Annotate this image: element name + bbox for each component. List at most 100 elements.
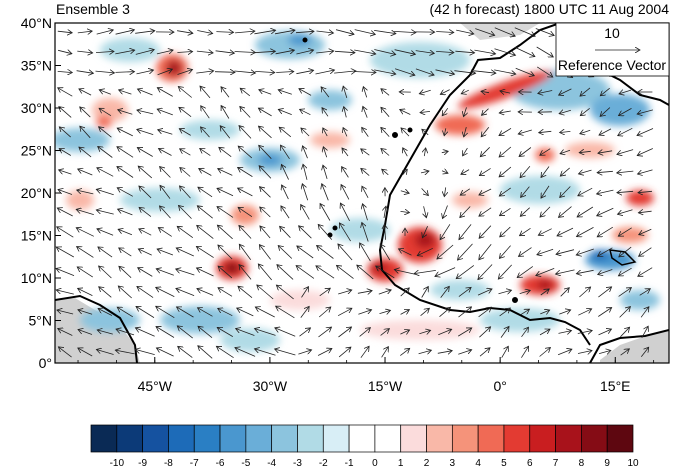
wind-vector (456, 265, 475, 278)
wind-vector (403, 169, 408, 174)
wind-vector (438, 329, 451, 336)
wind-vector (341, 185, 350, 200)
wind-vector (538, 91, 553, 94)
wind-vector (78, 348, 93, 357)
wind-vector (255, 71, 275, 72)
wind-vector (176, 269, 195, 276)
wind-vector (460, 206, 471, 218)
wind-vector (494, 48, 516, 56)
wind-vector (458, 350, 471, 355)
wind-vector (234, 71, 256, 73)
wind-vector (255, 329, 276, 336)
wind-vector (439, 307, 451, 318)
wind-vector (281, 206, 290, 219)
wind-vector (320, 204, 331, 221)
wind-vector (78, 288, 93, 296)
wind-vector (421, 188, 429, 195)
wind-vector (259, 245, 271, 260)
wind-vector (344, 107, 347, 118)
lat-tick-label: 20°N (21, 185, 52, 201)
wind-vector (619, 307, 631, 318)
wind-vector (201, 106, 210, 119)
wind-vector (422, 226, 428, 238)
wind-vector (201, 127, 210, 138)
wind-vector (159, 149, 172, 156)
wind-vector (58, 88, 73, 97)
wind-vector (424, 206, 427, 217)
wind-vector (254, 51, 276, 52)
wind-vector (444, 128, 446, 135)
wind-vector (180, 149, 191, 156)
colorbar-swatch (297, 424, 324, 453)
wind-vector (539, 131, 552, 132)
wind-vector (499, 308, 511, 317)
lat-tick-label: 10°N (21, 270, 52, 286)
wind-vector (138, 89, 153, 96)
wind-vector (56, 268, 75, 276)
wind-vector (617, 149, 634, 155)
colorbar-label: 3 (450, 458, 456, 469)
wind-vector (57, 227, 74, 238)
colorbar-swatch (606, 424, 634, 453)
colorbar-swatch (581, 424, 608, 453)
wind-vector (198, 346, 213, 359)
wind-vector (560, 150, 571, 153)
wind-vector (400, 191, 409, 194)
wind-vector (57, 31, 72, 33)
wind-vector (137, 148, 153, 157)
colorbar-swatch (555, 424, 582, 453)
wind-vector (457, 328, 472, 337)
colorbar-label: -8 (164, 458, 173, 469)
wind-vector (577, 331, 592, 334)
wind-vector (196, 246, 214, 258)
wind-vector (77, 190, 94, 195)
wind-vector (200, 148, 211, 156)
colorbar-label: -2 (319, 458, 328, 469)
wind-vector (579, 170, 592, 174)
wind-vector (117, 188, 133, 197)
wind-vector (443, 205, 448, 219)
wind-vector (137, 110, 154, 115)
wind-vector (354, 49, 376, 54)
wind-vector (500, 91, 511, 93)
wind-vector (157, 249, 174, 256)
wind-vector (494, 69, 516, 74)
wind-vector (96, 350, 114, 355)
colorbar-swatch (348, 424, 376, 453)
wind-vector (556, 269, 575, 274)
wind-vector (400, 110, 411, 115)
wind-vector (417, 247, 433, 255)
wind-vector (300, 306, 309, 318)
colorbar-label: 7 (553, 458, 559, 469)
wind-vector (99, 266, 112, 279)
wind-vector (384, 206, 386, 218)
wind-vector (342, 167, 349, 178)
wind-vector (119, 266, 132, 278)
colorbar-label: -3 (293, 458, 302, 469)
wind-vector (199, 169, 212, 176)
wind-vector (98, 309, 113, 316)
wind-vector (421, 287, 429, 298)
wind-vector (157, 69, 173, 76)
wind-vector (637, 148, 653, 156)
wind-vector (419, 90, 431, 94)
wind-vector (479, 348, 490, 357)
wind-vector (57, 71, 73, 72)
wind-vector (374, 30, 396, 33)
wind-vector (179, 129, 191, 136)
wind-vector (521, 346, 528, 358)
wind-vector (598, 350, 611, 353)
wind-vector (296, 70, 313, 73)
wind-vector (96, 210, 114, 215)
wind-vector (514, 27, 535, 36)
colorbar: -10 -9 -8 -7 -6 -5 -4 -3 -2 -1 0 1 2 3 4 5 6 7 8 9 10 (90, 424, 639, 469)
wind-vector (196, 51, 213, 53)
wind-vector (335, 29, 354, 35)
wind-vector (238, 167, 253, 177)
wind-vector (303, 164, 308, 180)
lon-tick-label: 15°W (368, 378, 403, 394)
wind-vector (440, 224, 451, 239)
wind-vector (381, 347, 389, 358)
wind-vector (58, 190, 73, 195)
wind-vector (580, 107, 590, 115)
